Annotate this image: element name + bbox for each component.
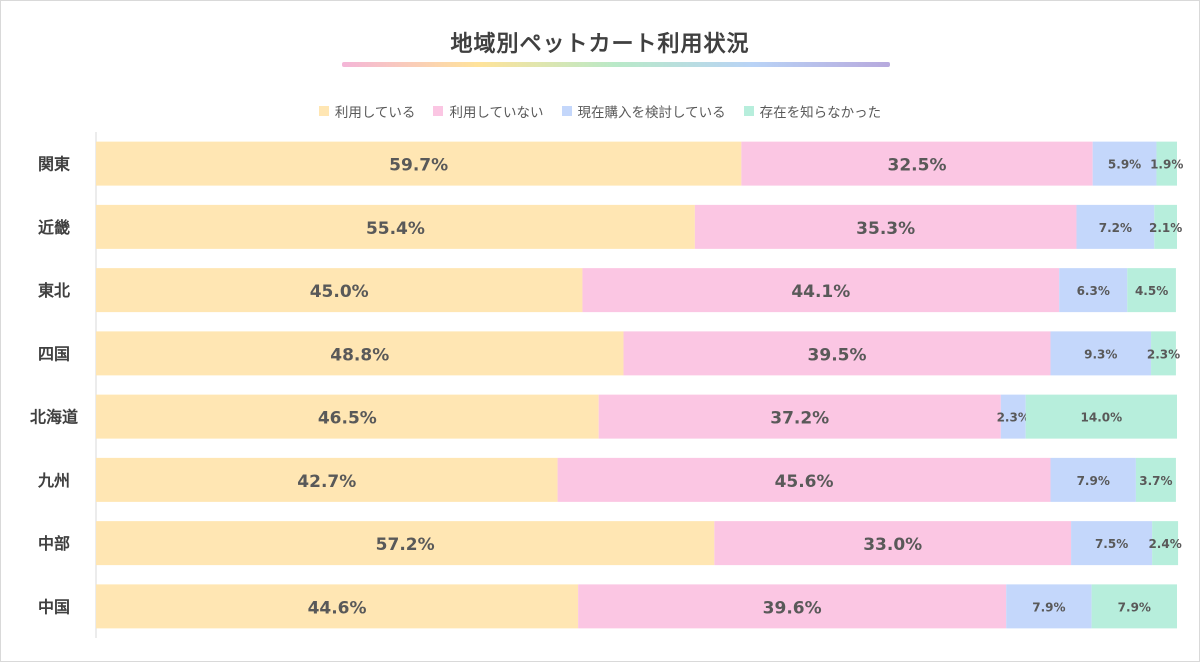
- bar-segment: [1059, 268, 1128, 313]
- data-label: 9.3%: [1084, 347, 1117, 361]
- bar-segment: [1006, 584, 1092, 629]
- legend-label: 存在を知らなかった: [759, 105, 882, 121]
- bar-segment: [1025, 394, 1177, 439]
- legend-swatch: [743, 106, 754, 116]
- data-label: 44.1%: [791, 282, 850, 302]
- data-label: 3.7%: [1139, 474, 1172, 488]
- data-label: 1.9%: [1150, 158, 1183, 172]
- bar-segment: [1127, 268, 1176, 313]
- category-label: 関東: [38, 155, 70, 174]
- data-label: 39.5%: [808, 345, 867, 365]
- chart-title: 地域別ペットカート利用状況: [450, 32, 750, 57]
- category-label: 北海道: [30, 408, 78, 427]
- data-label: 59.7%: [389, 156, 448, 176]
- bar-segment: [1076, 204, 1155, 249]
- bar-segment: [1071, 521, 1153, 566]
- data-label: 2.1%: [1149, 221, 1182, 235]
- bar-segment: [96, 268, 583, 313]
- legend-label: 現在購入を検討している: [577, 105, 726, 121]
- legend-swatch: [433, 106, 444, 116]
- data-label: 7.9%: [1032, 600, 1065, 614]
- data-label: 4.5%: [1135, 284, 1168, 298]
- category-label: 東北: [38, 281, 70, 300]
- data-label: 39.6%: [763, 598, 822, 618]
- data-label: 7.5%: [1095, 537, 1128, 551]
- legend-swatch: [561, 106, 572, 116]
- bar-segment: [741, 141, 1093, 186]
- category-label: 中部: [38, 534, 70, 553]
- data-label: 33.0%: [863, 535, 922, 555]
- bar-segment: [598, 394, 1001, 439]
- bar-segment: [1135, 457, 1176, 502]
- legend-item: 利用していない: [433, 101, 544, 121]
- data-label: 2.4%: [1148, 537, 1181, 551]
- data-label: 45.0%: [310, 282, 369, 302]
- bar-segment: [1000, 394, 1026, 439]
- legend: 利用している 利用していない 現在購入を検討している 存在を知らなかった: [0, 100, 1200, 122]
- bar-segment: [96, 584, 579, 629]
- data-label: 35.3%: [856, 219, 915, 239]
- data-label: 44.6%: [308, 598, 367, 618]
- data-label: 55.4%: [366, 219, 425, 239]
- bar-segment: [1050, 457, 1136, 502]
- data-label: 7.9%: [1077, 474, 1110, 488]
- bar-segment: [1151, 331, 1176, 376]
- data-label: 46.5%: [318, 409, 377, 429]
- bar-segment: [1050, 331, 1152, 376]
- data-label: 42.7%: [297, 472, 356, 492]
- bar-segment: [1154, 204, 1177, 249]
- data-label: 5.9%: [1108, 158, 1141, 172]
- data-label: 7.2%: [1099, 221, 1132, 235]
- data-label: 14.0%: [1081, 411, 1123, 425]
- bar-segment: [1092, 141, 1157, 186]
- bar-segment: [96, 394, 599, 439]
- bar-segment: [96, 457, 558, 502]
- data-label: 37.2%: [770, 409, 829, 429]
- bar-segment: [96, 204, 695, 249]
- data-label: 32.5%: [888, 156, 947, 176]
- bar-segment: [96, 521, 715, 566]
- bar-segment: [557, 457, 1051, 502]
- legend-label: 利用している: [334, 105, 416, 121]
- bar-segment: [578, 584, 1007, 629]
- bar-segment: [1156, 141, 1177, 186]
- legend-item: 利用している: [318, 101, 416, 121]
- category-label: 中国: [38, 597, 70, 616]
- legend-swatch: [318, 106, 329, 116]
- category-label: 九州: [37, 471, 70, 490]
- legend-label: 利用していない: [449, 105, 544, 121]
- bar-segment: [694, 204, 1077, 249]
- data-label: 45.6%: [775, 472, 834, 492]
- bar-segment: [1091, 584, 1177, 629]
- bar-segment: [582, 268, 1060, 313]
- data-label: 6.3%: [1077, 284, 1110, 298]
- bar-segment: [96, 331, 624, 376]
- data-label: 57.2%: [376, 535, 435, 555]
- category-label: 近畿: [38, 218, 70, 237]
- bar-segment: [96, 141, 742, 186]
- data-label: 2.3%: [1147, 347, 1180, 361]
- data-label: 48.8%: [330, 345, 389, 365]
- title-underline: [342, 62, 890, 67]
- bar-segment: [1152, 521, 1179, 566]
- category-label: 四国: [38, 344, 70, 363]
- legend-item: 存在を知らなかった: [743, 101, 882, 121]
- data-label: 2.3%: [997, 411, 1030, 425]
- bar-segment: [714, 521, 1072, 566]
- data-label: 7.9%: [1118, 600, 1151, 614]
- legend-item: 現在購入を検討している: [561, 101, 726, 121]
- bar-segment: [623, 331, 1051, 376]
